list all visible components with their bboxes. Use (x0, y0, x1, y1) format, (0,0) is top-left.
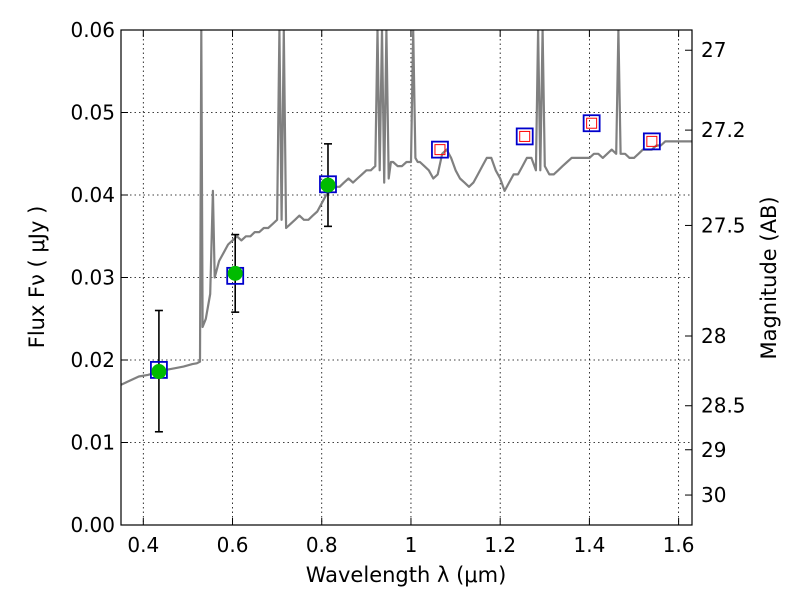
y-right-axis-title: Magnitude (AB) (757, 196, 781, 359)
x-tick-label: 1.4 (573, 533, 605, 557)
y-tick-label: 0.04 (70, 183, 115, 207)
y-tick-label: 0.02 (70, 348, 115, 372)
x-axis-title: Wavelength λ (μm) (306, 563, 507, 587)
marker-layer (150, 114, 661, 380)
y-right-tick-label: 27 (701, 38, 726, 62)
model-band-flux-square (582, 114, 601, 133)
y-right-tick-label: 27.2 (701, 118, 746, 142)
model-band-flux-square (642, 132, 661, 151)
observed-flux-point (151, 364, 167, 380)
y-tick-label: 0.01 (70, 431, 115, 455)
y-right-tick-label: 27.5 (701, 213, 746, 237)
y-right-tick-label: 29 (701, 438, 726, 462)
x-tick-label: 0.8 (306, 533, 338, 557)
upper-limit-square (586, 117, 598, 129)
y-tick-label: 0.03 (70, 266, 115, 290)
observed-flux-point (227, 265, 243, 281)
x-tick-label: 0.6 (217, 533, 249, 557)
tick-labels: 0.4 0.6 0.8 1 1.2 1.4 1.6 0.00 0.01 0.02 0.03 0.04 0… (70, 18, 745, 557)
upper-limit-square (519, 130, 531, 142)
x-tick-label: 1.6 (663, 533, 695, 557)
x-tick-label: 0.4 (127, 533, 159, 557)
y-right-tick-label: 28 (701, 324, 726, 348)
ticks (121, 29, 692, 526)
y-tick-label: 0.05 (70, 101, 115, 125)
spectrum-layer (121, 30, 692, 386)
model-spectrum-line (121, 30, 692, 386)
y-tick-label: 0.06 (70, 18, 115, 42)
observed-flux-point (320, 177, 336, 193)
y-tick-label: 0.00 (70, 513, 115, 537)
y-right-tick-label: 28.5 (701, 394, 746, 418)
y-axis-title: Flux Fν ( μJy ) (25, 206, 49, 349)
x-tick-label: 1.2 (484, 533, 516, 557)
upper-limit-square (434, 144, 446, 156)
y-right-tick-label: 30 (701, 483, 726, 507)
model-band-flux-square (515, 127, 534, 146)
model-band-flux-square (431, 140, 449, 159)
x-tick-label: 1 (405, 533, 418, 557)
upper-limit-square (646, 135, 658, 147)
